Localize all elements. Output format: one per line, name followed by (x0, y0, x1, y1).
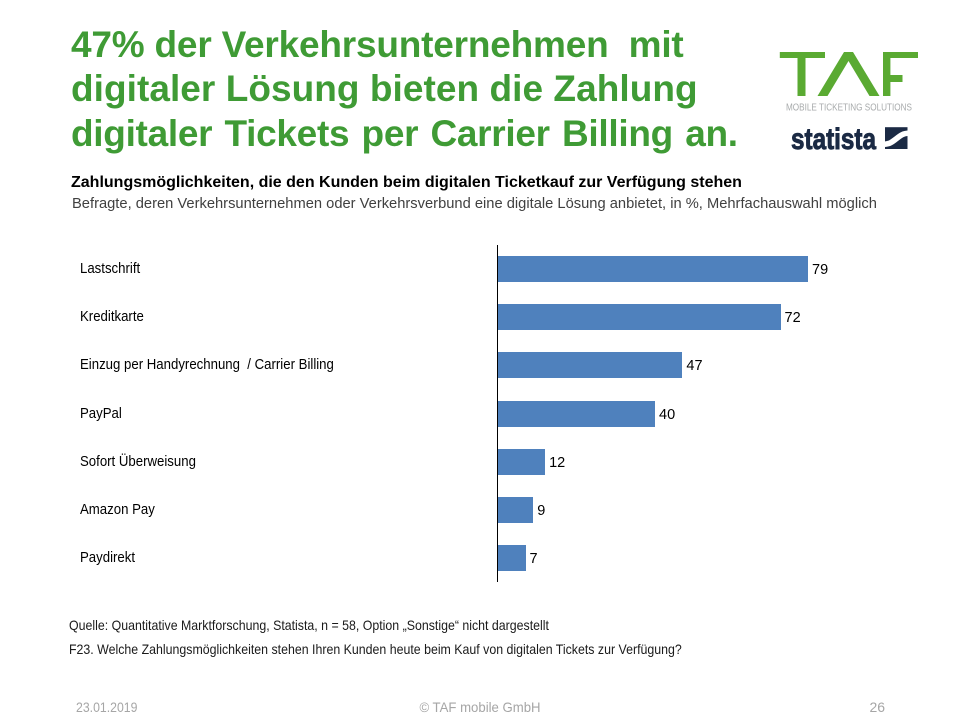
svg-text:MOBILE TICKETING SOLUTIONS: MOBILE TICKETING SOLUTIONS (786, 103, 912, 114)
svg-text:statista: statista (791, 123, 876, 156)
